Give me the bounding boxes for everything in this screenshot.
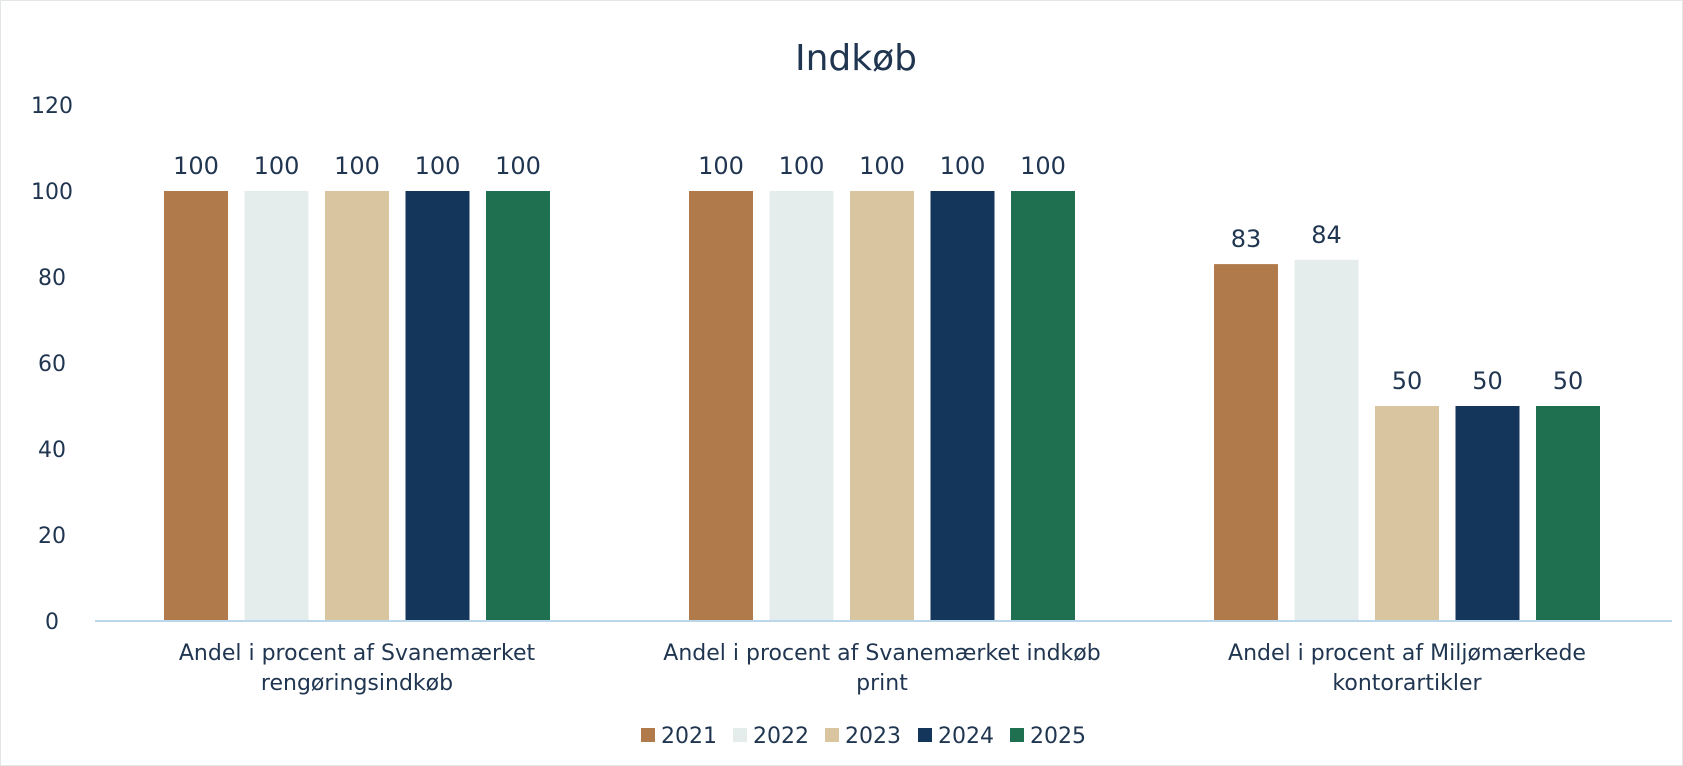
- bar: [850, 191, 914, 621]
- category-label: Andel i procent af Miljømærkede: [1228, 641, 1586, 666]
- bar: [325, 191, 389, 621]
- bars: [164, 191, 1600, 621]
- y-tick-label: 20: [38, 524, 66, 549]
- bar: [1375, 406, 1439, 621]
- y-tick-label: 80: [38, 266, 66, 291]
- chart-title: Indkøb: [795, 38, 917, 79]
- legend-label: 2024: [938, 724, 994, 749]
- category-label: Andel i procent af Svanemærket indkøb: [663, 641, 1100, 666]
- legend-swatch: [1010, 728, 1024, 742]
- bar: [244, 191, 309, 621]
- data-label: 84: [1311, 221, 1342, 249]
- bar: [689, 191, 753, 621]
- bar: [1011, 191, 1075, 621]
- data-label: 50: [1392, 367, 1423, 395]
- data-label: 50: [1472, 367, 1503, 395]
- bar: [405, 191, 470, 621]
- data-label: 100: [698, 152, 744, 180]
- category-label: rengøringsindkøb: [261, 671, 453, 696]
- y-tick-label: 120: [31, 94, 73, 119]
- bar: [1294, 259, 1359, 621]
- legend-swatch: [733, 728, 747, 742]
- data-labels: 100 100 83 100 100 84 100 100 50 100 100 50 100 100 50: [173, 152, 1583, 395]
- y-axis-ticks: 0 20 40 60 80 100 120: [31, 94, 73, 635]
- data-label: 100: [173, 152, 219, 180]
- bar: [1455, 406, 1520, 621]
- category-labels: Andel i procent af Svanemærket rengørings…: [179, 641, 1586, 696]
- legend-label: 2022: [753, 724, 809, 749]
- y-tick-label: 40: [38, 438, 66, 463]
- category-label: kontorartikler: [1332, 671, 1482, 696]
- legend-swatch: [918, 728, 932, 742]
- bar: [164, 191, 228, 621]
- legend: 2021 2022 2023 2024 2025: [641, 724, 1086, 749]
- data-label: 100: [495, 152, 541, 180]
- data-label: 100: [859, 152, 905, 180]
- bar: [486, 191, 550, 621]
- data-label: 50: [1553, 367, 1584, 395]
- y-tick-label: 60: [38, 352, 66, 377]
- bar: [769, 191, 834, 621]
- data-label: 100: [334, 152, 380, 180]
- y-tick-label: 0: [45, 610, 59, 635]
- category-label: Andel i procent af Svanemærket: [179, 641, 536, 666]
- data-label: 100: [254, 152, 300, 180]
- data-label: 100: [415, 152, 461, 180]
- y-tick-label: 100: [31, 180, 73, 205]
- data-label: 100: [779, 152, 825, 180]
- data-label: 100: [940, 152, 986, 180]
- category-label: print: [856, 671, 908, 696]
- legend-swatch: [825, 728, 839, 742]
- legend-label: 2021: [661, 724, 717, 749]
- bar: [930, 191, 995, 621]
- bar: [1536, 406, 1600, 621]
- legend-label: 2023: [845, 724, 901, 749]
- data-label: 83: [1231, 225, 1262, 253]
- bar: [1214, 264, 1278, 621]
- legend-swatch: [641, 728, 655, 742]
- data-label: 100: [1020, 152, 1066, 180]
- legend-label: 2025: [1030, 724, 1086, 749]
